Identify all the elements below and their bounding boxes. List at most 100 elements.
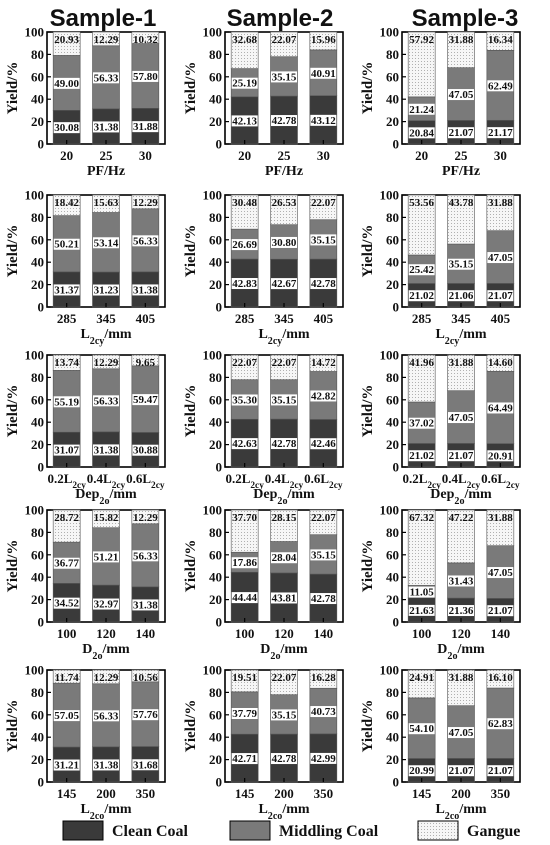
- data-label-clean-coal: 31.38: [133, 284, 158, 296]
- data-label-background: [310, 234, 337, 246]
- y-tick-label: 40: [386, 730, 399, 745]
- x-tick-label: 100: [235, 626, 255, 641]
- y-tick-label: 100: [25, 188, 45, 203]
- data-label-middling-coal: 53.14: [94, 237, 119, 249]
- data-label-clean-coal: 21.36: [449, 605, 474, 617]
- data-label-gangue: 12.29: [94, 34, 119, 46]
- data-label-middling-coal: 36.77: [54, 558, 79, 570]
- data-label-background: [448, 290, 474, 302]
- y-axis-label: Yield/%: [5, 700, 21, 753]
- data-label-background: [132, 550, 159, 562]
- data-label-background: [53, 396, 80, 408]
- bar-gangue: [270, 509, 298, 542]
- data-label-clean-coal: 31.21: [54, 760, 79, 772]
- x-tick-label: 120: [274, 626, 294, 641]
- y-tick-label: 40: [209, 730, 222, 745]
- y-tick-label: 100: [203, 503, 223, 518]
- data-label-gangue: 67.32: [409, 512, 434, 524]
- data-label-background: [487, 127, 514, 139]
- data-label-background: [271, 753, 297, 765]
- data-label-gangue: 30.48: [232, 197, 257, 209]
- x-axis-label: Dep2o/mm: [430, 487, 492, 507]
- data-label-background: [132, 444, 159, 456]
- column-title-3: Sample-3: [412, 5, 519, 32]
- data-label-middling-coal: 35.15: [272, 709, 297, 721]
- legend-swatch-gangue: [417, 820, 459, 841]
- y-tick-label: 60: [209, 547, 222, 562]
- chart-panel-r1-c1: 0 20 40 60 80 100 Yield/% 42.83 26.69 30.48 285 42.…: [183, 188, 344, 347]
- x-tick-label: 100: [412, 626, 432, 641]
- data-label-background: [310, 438, 337, 450]
- y-axis-label: Yield/%: [5, 62, 21, 115]
- y-axis-label: Yield/%: [183, 62, 199, 115]
- x-tick-label: 0.6L2cy: [304, 471, 343, 491]
- data-label-middling-coal: 26.69: [232, 239, 257, 251]
- y-tick-label: 40: [31, 570, 44, 585]
- data-label-clean-coal: 30.08: [54, 122, 79, 134]
- data-label-gangue: 53.56: [409, 197, 434, 209]
- y-axis-label: Yield/%: [360, 62, 376, 115]
- data-label-middling-coal: 59.47: [133, 394, 158, 406]
- x-axis-label: Dep2o/mm: [75, 487, 137, 507]
- data-label-background: [310, 67, 337, 79]
- y-tick-label: 0: [393, 775, 400, 790]
- x-tick-label: 0.4L2cy: [87, 471, 126, 491]
- data-label-clean-coal: 31.68: [133, 759, 158, 771]
- data-label-middling-coal: 11.05: [410, 587, 435, 599]
- y-tick-label: 40: [31, 255, 44, 270]
- data-label-middling-coal: 47.05: [449, 727, 474, 739]
- bar-gangue: [270, 31, 298, 58]
- data-label-clean-coal: 32.97: [94, 599, 119, 611]
- y-tick-label: 0: [216, 775, 223, 790]
- y-tick-label: 60: [386, 69, 399, 84]
- x-tick-label: 20: [415, 148, 428, 163]
- y-tick-label: 100: [203, 188, 223, 203]
- y-tick-label: 0: [38, 137, 45, 152]
- data-label-clean-coal: 31.37: [54, 284, 79, 296]
- data-label-middling-coal: 57.80: [133, 71, 158, 83]
- data-label-clean-coal: 44.44: [232, 592, 257, 604]
- data-label-background: [231, 753, 258, 765]
- data-label-gangue: 12.29: [133, 197, 158, 209]
- x-tick-label: 100: [57, 626, 77, 641]
- y-tick-label: 60: [386, 392, 399, 407]
- data-label-clean-coal: 21.07: [488, 765, 513, 777]
- y-tick-label: 40: [209, 570, 222, 585]
- y-tick-label: 80: [386, 47, 399, 62]
- y-tick-label: 40: [209, 255, 222, 270]
- x-tick-label: 20: [238, 148, 251, 163]
- bar-gangue: [52, 354, 81, 371]
- data-label-gangue: 10.32: [133, 34, 158, 46]
- x-axis-label: L2co/mm: [258, 802, 309, 822]
- y-tick-label: 60: [31, 69, 44, 84]
- y-tick-label: 20: [386, 114, 399, 129]
- y-tick-label: 80: [31, 685, 44, 700]
- y-tick-label: 20: [31, 277, 44, 292]
- y-tick-label: 80: [209, 525, 222, 540]
- data-label-background: [408, 450, 435, 462]
- y-tick-label: 0: [216, 300, 223, 315]
- data-label-gangue: 15.82: [94, 512, 119, 524]
- y-axis-label: Yield/%: [183, 225, 199, 278]
- data-label-background: [487, 605, 514, 617]
- x-tick-label: 140: [491, 626, 511, 641]
- x-axis-label: PF/Hz: [87, 164, 125, 179]
- bar-gangue: [131, 509, 160, 525]
- data-label-middling-coal: 56.33: [133, 235, 158, 247]
- data-label-gangue: 31.88: [488, 197, 513, 209]
- x-tick-label: 30: [317, 148, 330, 163]
- data-label-background: [53, 444, 80, 456]
- data-label-background: [132, 284, 159, 296]
- data-label-middling-coal: 54.10: [409, 723, 434, 735]
- data-label-background: [93, 598, 119, 610]
- data-label-middling-coal: 51.21: [94, 551, 119, 563]
- y-tick-label: 100: [380, 348, 400, 363]
- data-label-background: [271, 592, 297, 604]
- data-label-gangue: 22.07: [311, 197, 336, 209]
- data-label-clean-coal: 20.99: [409, 765, 434, 777]
- y-axis-label: Yield/%: [360, 385, 376, 438]
- chart-panel-r4-c2: 0 20 40 60 80 100 Yield/% 20.99 54.10 24.91 145 21.…: [360, 663, 521, 822]
- data-label-gangue: 15.63: [94, 197, 119, 209]
- y-axis-label: Yield/%: [183, 700, 199, 753]
